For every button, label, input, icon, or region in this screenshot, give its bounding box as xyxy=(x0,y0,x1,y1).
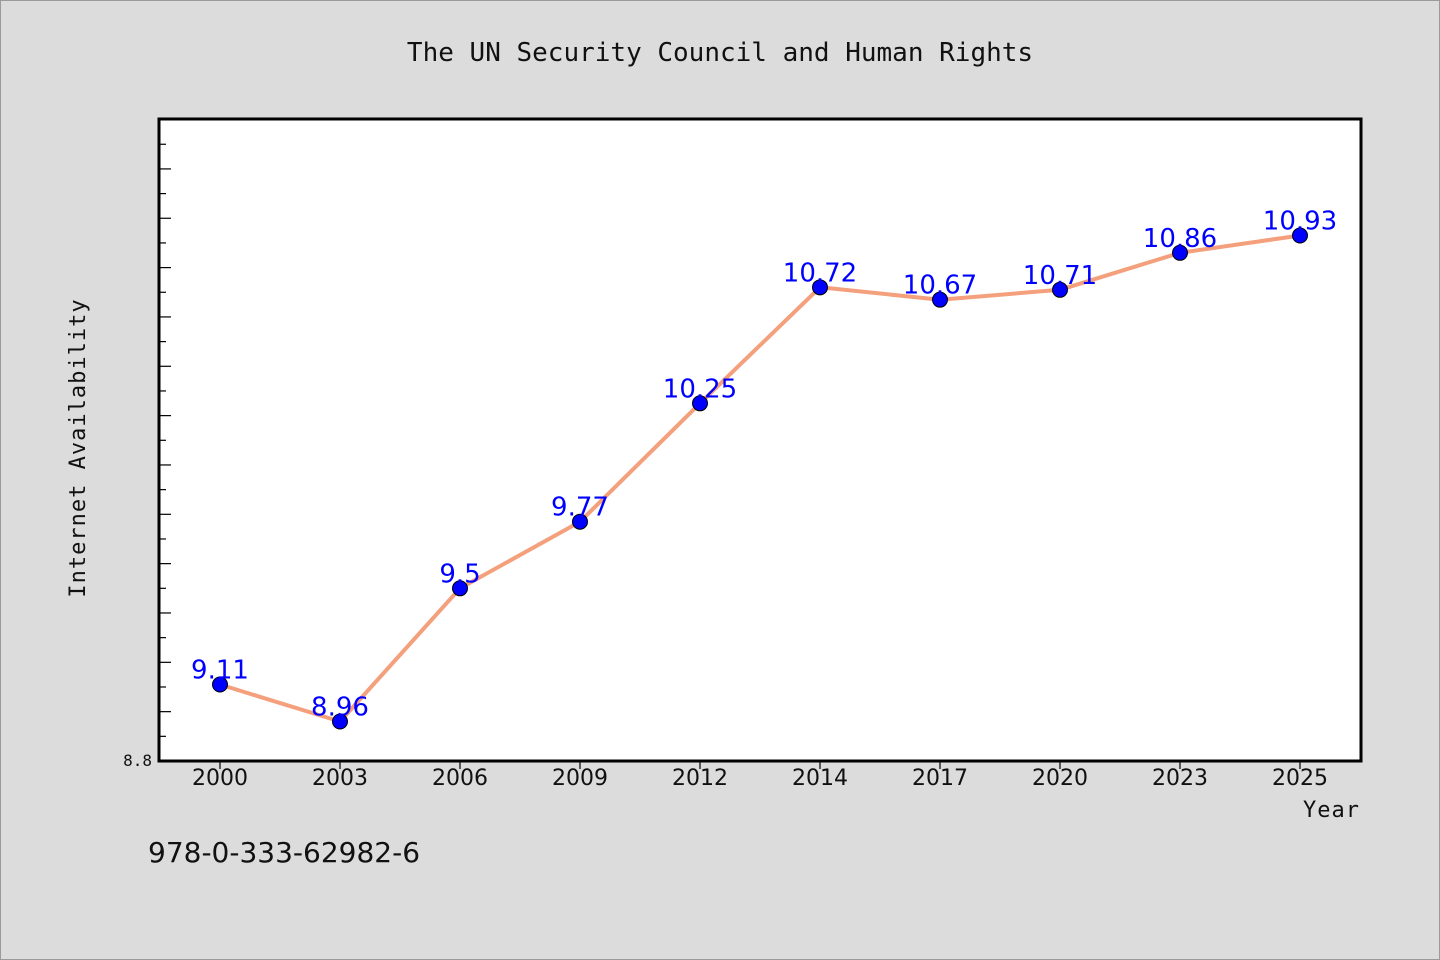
chart-title: The UN Security Council and Human Rights xyxy=(407,38,1033,68)
y-tick-label: 8.8 xyxy=(123,751,152,770)
y-axis-ticks xyxy=(159,143,171,762)
data-point xyxy=(932,291,948,308)
x-tick-label: 2000 xyxy=(192,766,248,791)
x-tick-label: 2009 xyxy=(552,766,608,791)
data-label: 10.25 xyxy=(663,374,737,404)
y-axis-label: Internet Availability xyxy=(66,298,91,597)
data-point xyxy=(1292,227,1308,244)
data-label: 10.93 xyxy=(1263,207,1337,237)
x-axis-label: Year xyxy=(1303,798,1360,823)
data-point xyxy=(572,513,588,530)
data-label: 8.96 xyxy=(311,693,369,723)
data-label: 9.5 xyxy=(439,559,480,589)
x-tick-label: 2017 xyxy=(912,766,968,791)
x-tick-label: 2012 xyxy=(672,766,728,791)
x-tick-label: 2014 xyxy=(792,766,848,791)
x-tick-label: 2020 xyxy=(1032,766,1088,791)
data-point xyxy=(1052,281,1068,298)
x-tick-label: 2003 xyxy=(312,766,368,791)
x-tick-label: 2006 xyxy=(432,766,488,791)
data-point xyxy=(212,676,228,693)
data-point xyxy=(452,580,468,597)
data-point xyxy=(1172,244,1188,261)
x-axis-ticks: 2000 2003 2006 2009 2012 2014 2017 2020 2023 2025 xyxy=(192,761,1328,791)
data-point xyxy=(332,713,348,730)
data-label: 9.77 xyxy=(551,493,609,523)
isbn-footer: 978-0-333-62982-6 xyxy=(148,836,420,869)
plot-area xyxy=(157,117,1363,763)
series-line xyxy=(219,233,1301,724)
x-tick-label: 2023 xyxy=(1152,766,1208,791)
data-label: 10.67 xyxy=(903,271,977,301)
data-label: 10.72 xyxy=(783,258,857,288)
data-label: 10.71 xyxy=(1023,261,1097,291)
x-tick-label: 2025 xyxy=(1272,766,1328,791)
data-point xyxy=(692,395,708,412)
data-label: 9.11 xyxy=(191,656,249,686)
series-group: 9.11 8.96 9.5 9.77 10.25 10.72 10.67 10.71 10.86… xyxy=(191,207,1337,730)
data-point xyxy=(812,279,828,296)
data-label: 10.86 xyxy=(1143,224,1217,254)
